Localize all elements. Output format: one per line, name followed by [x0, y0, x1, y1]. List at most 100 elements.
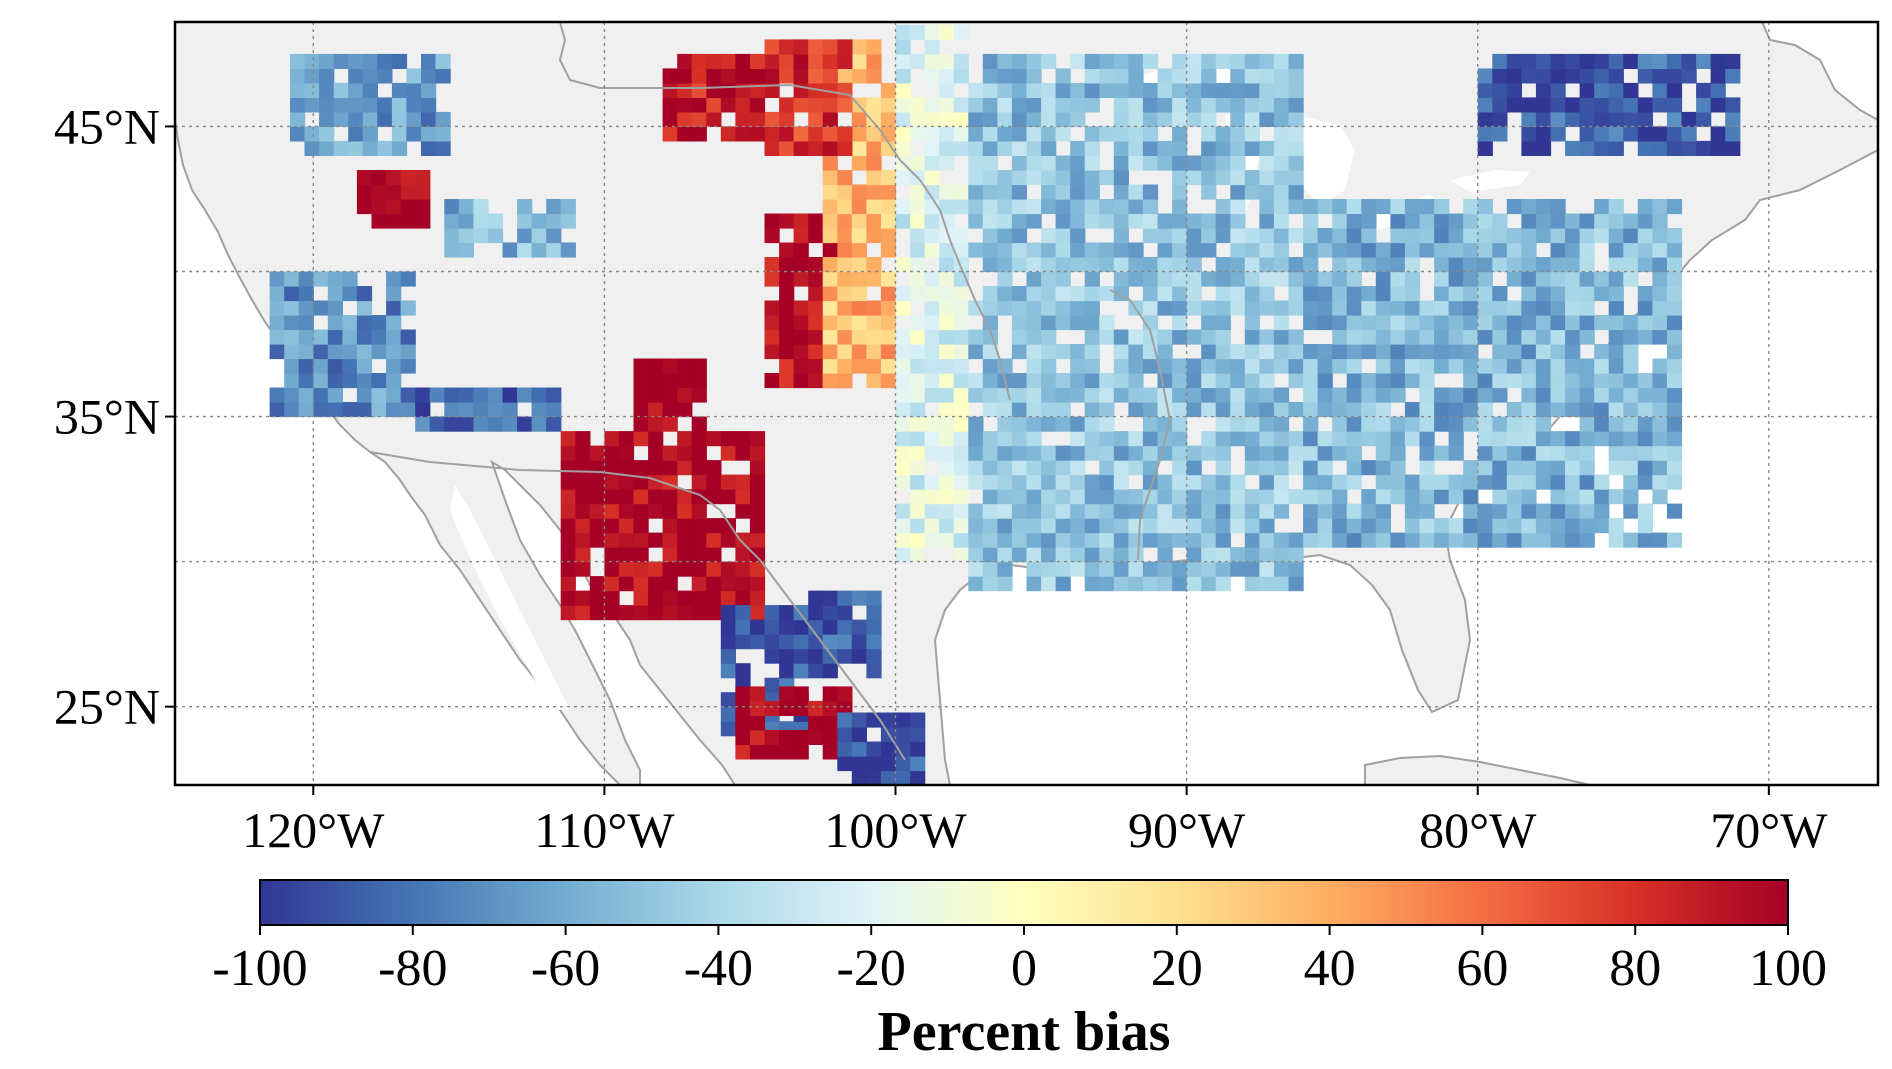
bias-cell — [1434, 271, 1450, 287]
bias-cell — [779, 68, 795, 84]
bias-cell — [793, 663, 809, 679]
bias-cell — [895, 329, 911, 345]
bias-cell — [1666, 82, 1683, 98]
bias-cell — [1492, 431, 1508, 447]
bias-cell — [1011, 213, 1028, 229]
bias-cell — [1419, 518, 1435, 534]
bias-cell — [1011, 53, 1028, 69]
bias-cell — [1288, 373, 1304, 389]
bias-cell — [1623, 474, 1639, 490]
bias-cell — [1244, 300, 1260, 316]
bias-cell — [720, 561, 736, 577]
bias-cell — [1390, 286, 1406, 302]
bias-cell — [1113, 561, 1129, 577]
bias-cell — [1535, 213, 1552, 229]
bias-cell — [1404, 315, 1421, 331]
bias-cell — [1201, 445, 1217, 461]
bias-cell — [1099, 518, 1115, 534]
bias-cell — [560, 532, 576, 548]
bias-cell — [808, 315, 824, 331]
bias-cell — [1055, 445, 1071, 461]
bias-cell — [1244, 489, 1260, 505]
bias-cell — [1172, 416, 1188, 432]
bias-cell — [1637, 300, 1653, 316]
bias-cell — [866, 634, 882, 650]
bias-cell — [1652, 242, 1668, 258]
bias-cell — [1332, 402, 1348, 418]
bias-cell — [1666, 140, 1683, 156]
bias-cell — [575, 561, 591, 577]
bias-cell — [1142, 228, 1159, 244]
bias-cell — [866, 228, 882, 244]
bias-cell — [1375, 474, 1391, 490]
bias-cell — [1623, 373, 1639, 389]
bias-cell — [1201, 547, 1217, 563]
bias-cell — [982, 387, 998, 403]
bias-cell — [1579, 373, 1595, 389]
bias-cell — [1186, 445, 1202, 461]
bias-cell — [1419, 474, 1435, 490]
bias-cell — [866, 619, 882, 635]
bias-cell — [1215, 445, 1231, 461]
bias-cell — [1404, 416, 1421, 432]
bias-cell — [1535, 257, 1552, 273]
bias-cell — [604, 503, 620, 519]
bias-cell — [1666, 387, 1683, 403]
bias-cell — [1652, 286, 1668, 302]
bias-cell — [895, 503, 911, 519]
bias-cell — [1026, 387, 1042, 403]
bias-cell — [1404, 329, 1421, 345]
bias-cell — [473, 199, 489, 215]
bias-cell — [1157, 111, 1173, 127]
bias-cell — [1317, 387, 1333, 403]
bias-cell — [386, 402, 402, 418]
bias-cell — [1666, 431, 1683, 447]
bias-cell — [1142, 213, 1159, 229]
bias-cell — [1055, 126, 1071, 142]
bias-cell — [1273, 358, 1290, 374]
bias-cell — [866, 663, 882, 679]
bias-cell — [319, 53, 335, 69]
us-canada-border — [175, 22, 1011, 401]
bias-cell — [866, 68, 882, 84]
bias-cell — [1652, 358, 1668, 374]
bias-cell — [779, 344, 795, 360]
bias-cell — [764, 605, 780, 621]
bias-cell — [997, 561, 1013, 577]
bias-cell — [1521, 257, 1537, 273]
bias-cell — [377, 111, 393, 127]
bias-cell — [560, 213, 576, 229]
bias-cell — [1375, 532, 1391, 548]
bias-cell — [866, 300, 882, 316]
bias-cell — [415, 402, 431, 418]
bias-cell — [924, 416, 940, 432]
bias-cell — [618, 561, 635, 577]
bias-cell — [1113, 199, 1129, 215]
bias-cell — [677, 590, 693, 606]
bias-cell — [1084, 242, 1100, 258]
bias-cell — [1055, 257, 1071, 273]
bias-cell — [880, 242, 897, 258]
bias-cell — [1579, 213, 1595, 229]
bias-cell — [1172, 300, 1188, 316]
bias-cell — [851, 648, 867, 664]
bias-cell — [1259, 416, 1275, 432]
bias-cell — [793, 358, 809, 374]
bias-cell — [895, 344, 911, 360]
bias-cell — [1419, 315, 1435, 331]
bias-cell — [1026, 460, 1042, 476]
bias-cell — [371, 213, 387, 229]
bias-cell — [1273, 242, 1290, 258]
bias-cell — [269, 286, 285, 302]
bias-cell — [1303, 242, 1319, 258]
bias-cell — [473, 213, 489, 229]
bias-cell — [1186, 300, 1202, 316]
bias-cell — [1288, 140, 1304, 156]
bias-cell — [1477, 286, 1493, 302]
bias-cell — [531, 242, 547, 258]
bias-cell — [1070, 242, 1086, 258]
bias-cell — [1521, 460, 1537, 476]
bias-cell — [749, 53, 766, 69]
bias-cell — [1070, 213, 1086, 229]
bias-cell — [1128, 140, 1144, 156]
